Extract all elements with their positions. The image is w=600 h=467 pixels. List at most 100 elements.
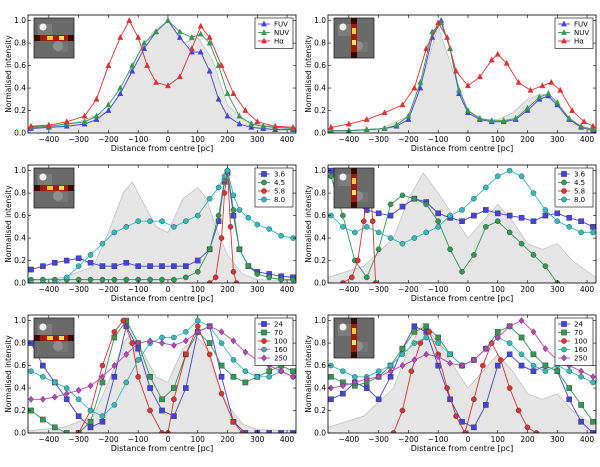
legend-label: 24 [274, 321, 283, 329]
y-tick-label: 0.8 [314, 339, 326, 348]
data-point [194, 268, 201, 275]
x-tick-label: 0 [166, 135, 171, 144]
y-tick-label: 0.4 [314, 384, 326, 393]
inset-star [39, 23, 47, 31]
data-point [81, 118, 88, 125]
data-point [224, 112, 231, 119]
series-line [393, 330, 537, 433]
data-point [159, 334, 165, 341]
data-point [494, 333, 501, 341]
data-point [183, 263, 189, 269]
inset-hotspot [352, 340, 356, 345]
x-tick-label: 300 [250, 435, 265, 444]
inset-star [39, 323, 47, 331]
data-point [530, 190, 537, 196]
data-point [105, 101, 112, 108]
data-point [230, 374, 237, 380]
legend-marker [260, 28, 268, 35]
data-point [28, 395, 34, 403]
legend-label: FUV [574, 21, 588, 29]
data-point [483, 402, 489, 408]
y-tick-label: 0.4 [314, 84, 326, 93]
x-tick-label: 400 [580, 435, 595, 444]
data-point [363, 375, 370, 383]
data-point [75, 255, 82, 262]
x-tick-label: 100 [491, 285, 506, 294]
y-tick-label: 0.0 [14, 129, 26, 138]
data-point [411, 235, 418, 241]
x-tick-label: −200 [398, 135, 419, 144]
legend-label: 3.6 [574, 171, 586, 179]
data-point [444, 385, 450, 391]
series-NUV [328, 19, 596, 133]
data-point [135, 263, 141, 269]
legend-marker [261, 171, 267, 177]
legend-marker [560, 20, 568, 27]
inset-hotspot [352, 28, 356, 34]
data-point [159, 396, 165, 403]
data-point [75, 386, 82, 394]
data-point [483, 184, 489, 191]
data-point [581, 118, 588, 125]
data-point [230, 90, 237, 96]
plot-frame [27, 14, 297, 134]
data-point [135, 218, 141, 224]
data-point [188, 33, 195, 40]
data-point [147, 276, 153, 283]
data-point [459, 362, 465, 370]
data-point [340, 382, 346, 390]
data-point [111, 334, 118, 341]
x-tick-label: 300 [550, 135, 565, 144]
x-tick-label: −200 [398, 285, 419, 294]
data-point [405, 112, 412, 119]
x-tick-label: −300 [368, 135, 389, 144]
data-point [530, 362, 537, 369]
data-point [328, 173, 334, 180]
data-point [554, 368, 561, 374]
data-point [399, 240, 406, 247]
data-point [363, 274, 370, 281]
x-tick-label: −200 [398, 435, 419, 444]
y-tick-label: 0.4 [314, 234, 326, 243]
data-point [494, 218, 501, 224]
data-point [483, 207, 489, 213]
data-point [494, 329, 501, 335]
data-point [141, 45, 148, 52]
legend-marker [561, 329, 567, 336]
data-point [515, 407, 522, 414]
data-point [340, 390, 346, 397]
inset-slit-glow [40, 335, 68, 341]
data-point [476, 73, 483, 80]
data-point [171, 396, 177, 403]
data-point [218, 235, 225, 241]
legend-label: 100 [574, 338, 587, 346]
y-tick-label: 0.6 [314, 211, 326, 220]
data-point [399, 345, 406, 352]
data-point [566, 385, 572, 391]
data-point [497, 357, 504, 363]
data-point [464, 106, 471, 113]
data-point [206, 246, 213, 253]
data-point [290, 368, 296, 374]
data-point [363, 115, 370, 122]
data-point [144, 62, 151, 68]
data-point [230, 357, 237, 363]
data-point [75, 263, 82, 269]
inset-hotspot [352, 328, 356, 334]
x-tick-label: −400 [339, 135, 360, 144]
data-point [423, 229, 430, 236]
y-tick-label: 0.6 [314, 61, 326, 70]
x-tick-label: 300 [250, 135, 265, 144]
data-point [387, 362, 394, 369]
inset-galaxy [53, 41, 63, 51]
data-point [494, 50, 501, 57]
y-tick-label: 1.0 [14, 16, 26, 25]
data-point [117, 90, 124, 96]
data-point [494, 362, 501, 369]
inset-hotspot [47, 336, 53, 340]
y-tick-label: 0.0 [314, 429, 326, 438]
data-point [206, 195, 213, 202]
inset-slit-glow [351, 174, 357, 202]
data-point [375, 396, 382, 403]
data-point [471, 356, 477, 364]
